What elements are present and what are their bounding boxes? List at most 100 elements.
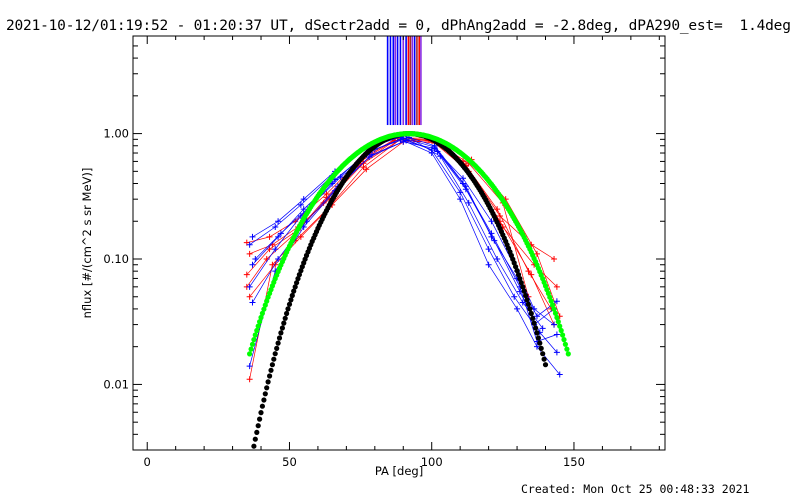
series-line-10 — [252, 140, 558, 353]
fit-dot-1-285 — [550, 302, 556, 308]
fit-dot-0-276 — [537, 340, 543, 346]
data-point-9-8 — [485, 261, 492, 268]
fit-dot-0-81 — [259, 403, 265, 409]
fit-dot-0-277 — [538, 345, 544, 351]
fit-dot-0-274 — [534, 330, 540, 336]
data-point-11-0 — [246, 363, 253, 370]
vertical-marker-group — [386, 36, 422, 126]
fit-dot-0-280 — [542, 362, 549, 368]
data-point-12-1 — [277, 230, 284, 237]
fit-dot-0-106 — [295, 276, 301, 282]
data-point-8-2 — [300, 206, 307, 213]
fit-dot-0-265 — [521, 288, 527, 294]
x-tick-label-0: 0 — [144, 455, 151, 469]
fit-dot-0-95 — [279, 325, 285, 331]
data-point-4-0 — [243, 271, 250, 278]
fit-dot-1-83 — [262, 302, 268, 308]
fit-dot-0-82 — [261, 397, 267, 403]
data-point-11-11 — [551, 321, 558, 328]
data-point-12-3 — [337, 174, 344, 181]
fit-dot-1-82 — [261, 306, 267, 312]
fit-dot-1-293 — [561, 337, 567, 343]
series-line-8 — [252, 137, 558, 342]
data-point-2-8 — [494, 206, 501, 213]
data-point-5-0 — [246, 376, 253, 383]
y-tick-label-0: 0.01 — [103, 377, 129, 391]
fit-dot-0-261 — [515, 272, 522, 278]
data-point-12-7 — [465, 199, 472, 206]
data-point-4-1 — [266, 246, 273, 253]
fit-dot-0-87 — [268, 367, 274, 373]
fit-dot-0-268 — [525, 301, 532, 307]
fit-dot-1-73 — [248, 346, 254, 352]
data-point-12-6 — [437, 153, 444, 160]
fit-dot-1-74 — [249, 341, 256, 347]
fit-dot-1-72 — [247, 351, 253, 357]
fit-dot-0-103 — [291, 288, 297, 294]
series-line-11 — [249, 141, 555, 367]
data-point-9-1 — [272, 246, 279, 253]
fit-dot-1-75 — [251, 337, 257, 343]
fit-dot-0-90 — [272, 351, 278, 357]
y-axis-label: nflux [#/(cm^2 s sr MeV)] — [80, 168, 94, 319]
fit-dot-1-84 — [264, 298, 270, 304]
fit-dot-0-266 — [523, 292, 529, 299]
fit-dot-1-287 — [552, 310, 559, 316]
data-point-6-10 — [533, 313, 540, 320]
data-point-10-0 — [249, 299, 256, 306]
data-point-6-1 — [275, 218, 282, 225]
fit-dot-0-97 — [282, 315, 288, 321]
data-point-12-0 — [252, 256, 259, 263]
x-axis-label: PA [deg] — [375, 464, 423, 478]
data-point-0-10 — [551, 256, 558, 263]
data-point-0-1 — [266, 233, 273, 240]
fit-dot-0-263 — [518, 280, 524, 286]
fit-dot-0-105 — [294, 280, 300, 286]
fit-dot-1-294 — [562, 341, 569, 347]
fit-dot-0-273 — [533, 325, 539, 331]
fit-dot-1-289 — [555, 319, 561, 325]
fit-dot-1-81 — [259, 310, 265, 316]
data-point-11-8 — [488, 218, 495, 225]
data-point-6-11 — [553, 298, 560, 305]
fit-dot-0-88 — [269, 362, 275, 368]
data-point-1-0 — [246, 250, 253, 257]
data-point-6-2 — [300, 196, 307, 203]
data-point-8-11 — [553, 331, 560, 338]
data-point-11-6 — [431, 145, 438, 152]
data-point-9-0 — [246, 283, 253, 290]
data-point-1-10 — [553, 283, 560, 290]
fit-dot-1-80 — [258, 314, 264, 321]
data-point-10-7 — [462, 186, 469, 193]
fit-dot-1-292 — [560, 332, 566, 338]
data-point-7-1 — [272, 223, 279, 230]
fit-dot-0-79 — [257, 416, 263, 422]
fit-curve-group — [247, 131, 571, 449]
series-line-2 — [246, 138, 552, 310]
fit-dot-1-283 — [547, 294, 553, 300]
fit-dot-1-288 — [554, 314, 560, 321]
fit-dot-0-84 — [264, 385, 270, 391]
data-point-7-9 — [511, 293, 518, 300]
series-10 — [249, 137, 560, 356]
data-point-11-7 — [460, 175, 467, 182]
data-point-12-8 — [494, 256, 501, 263]
plot-frame — [132, 35, 666, 451]
fit-dot-1-295 — [564, 346, 570, 352]
fit-dot-0-260 — [514, 268, 520, 274]
fit-dot-0-76 — [252, 436, 258, 442]
data-point-10-8 — [491, 237, 498, 244]
x-tick-label-3: 150 — [563, 455, 585, 469]
data-point-6-0 — [249, 233, 256, 240]
fit-dot-0-99 — [285, 306, 291, 312]
chart-title: 2021-10-12/01:19:52 - 01:20:37 UT, dSect… — [6, 18, 791, 34]
fit-curve-1 — [247, 131, 571, 357]
fit-dot-0-77 — [254, 429, 260, 435]
series-group — [243, 132, 563, 383]
fit-dot-0-85 — [265, 379, 271, 385]
fit-dot-0-279 — [541, 356, 547, 362]
fit-curve-0 — [251, 131, 549, 449]
series-line-7 — [249, 136, 555, 326]
fit-dot-1-290 — [557, 323, 563, 329]
data-point-7-2 — [297, 201, 304, 208]
